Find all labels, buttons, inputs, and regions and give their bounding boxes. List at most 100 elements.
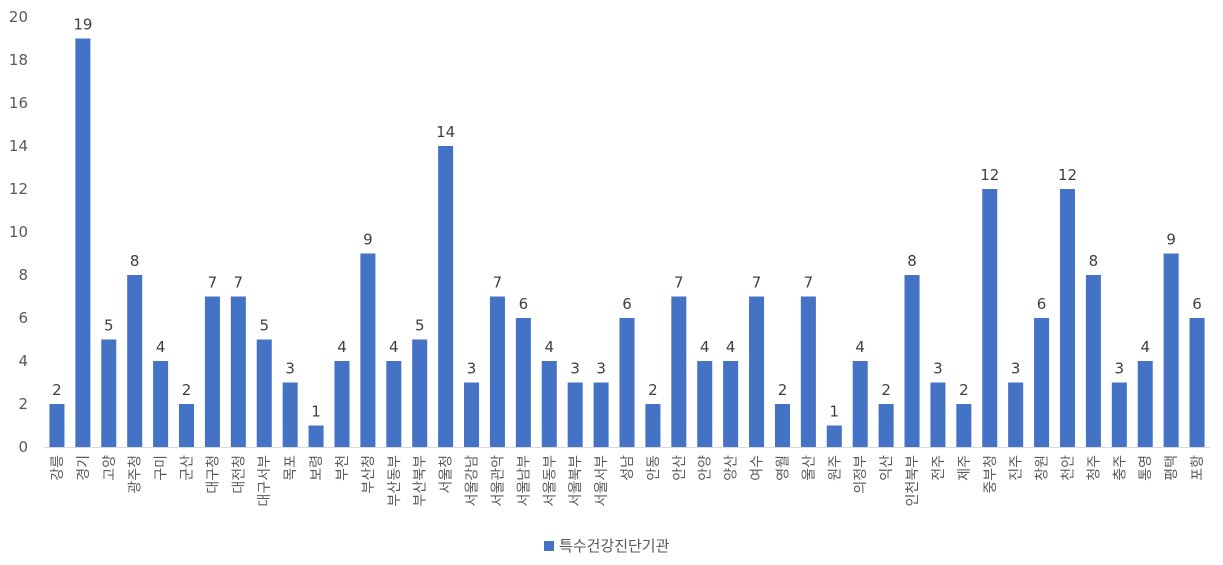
bar <box>464 382 480 447</box>
bar <box>774 404 790 447</box>
bar <box>1085 275 1101 447</box>
data-label: 7 <box>752 274 762 292</box>
y-tick-label: 12 <box>9 180 28 198</box>
data-label: 1 <box>311 403 321 421</box>
category-label: 진주 <box>1009 455 1025 481</box>
data-label: 8 <box>130 252 140 270</box>
bar <box>697 361 713 447</box>
data-label: 9 <box>363 231 373 249</box>
bar <box>878 404 894 447</box>
category-label: 대구청 <box>205 455 221 494</box>
bar <box>1111 382 1127 447</box>
bar <box>852 361 868 447</box>
category-label: 의정부 <box>853 455 869 494</box>
bar <box>334 361 350 447</box>
data-label: 12 <box>980 166 999 184</box>
data-label: 7 <box>674 274 684 292</box>
category-label: 대전청 <box>231 455 247 494</box>
data-label: 2 <box>778 381 788 399</box>
category-label: 안산 <box>672 455 688 481</box>
data-label: 4 <box>389 338 399 356</box>
category-label: 목포 <box>283 455 299 481</box>
data-label: 3 <box>1011 360 1021 378</box>
data-label: 5 <box>259 317 269 335</box>
legend: 특수건강진단기관 <box>544 537 670 555</box>
data-label: 2 <box>648 381 658 399</box>
y-tick-label: 2 <box>18 395 28 413</box>
bar <box>956 404 972 447</box>
data-label: 7 <box>234 274 244 292</box>
data-label: 7 <box>493 274 503 292</box>
category-label: 천안 <box>1060 455 1076 481</box>
category-label: 경기 <box>76 455 92 481</box>
category-label: 구미 <box>154 455 170 481</box>
bar <box>178 404 195 447</box>
category-label: 제주 <box>957 455 973 481</box>
bar <box>127 275 143 447</box>
data-label: 4 <box>337 338 347 356</box>
y-tick-label: 10 <box>9 223 28 241</box>
data-label: 1 <box>830 403 840 421</box>
data-label: 4 <box>855 338 865 356</box>
bar <box>230 296 246 447</box>
bar <box>386 361 402 447</box>
y-tick-label: 14 <box>9 137 28 155</box>
data-label: 2 <box>182 381 192 399</box>
bar <box>1059 189 1076 447</box>
data-label: 7 <box>804 274 814 292</box>
category-label: 군산 <box>180 455 196 481</box>
bar <box>671 296 687 447</box>
data-label: 12 <box>1058 166 1077 184</box>
bar <box>49 404 65 447</box>
category-label: 충주 <box>1112 455 1128 481</box>
category-label: 서울관악 <box>490 455 506 507</box>
category-label: 부산동부 <box>387 455 403 507</box>
bar <box>593 382 609 447</box>
category-label: 전주 <box>931 455 947 481</box>
bar <box>412 339 428 447</box>
bar <box>1008 382 1024 447</box>
bar <box>204 296 220 447</box>
y-tick-label: 0 <box>18 438 28 456</box>
data-label: 6 <box>519 295 529 313</box>
category-label: 서울북부 <box>568 455 584 507</box>
legend-label: 특수건강진단기관 <box>559 537 670 555</box>
data-label: 6 <box>622 295 632 313</box>
data-label: 3 <box>467 360 477 378</box>
bar <box>930 382 946 447</box>
y-tick-label: 18 <box>9 51 28 69</box>
data-label: 5 <box>415 317 425 335</box>
data-label: 4 <box>1140 338 1150 356</box>
data-label: 14 <box>436 123 455 141</box>
category-label: 청주 <box>1086 455 1102 481</box>
data-label: 5 <box>104 317 114 335</box>
bar <box>982 189 998 447</box>
data-label: 8 <box>907 252 917 270</box>
bar <box>904 275 920 447</box>
category-label: 광주청 <box>128 455 144 494</box>
bar <box>1163 253 1179 447</box>
category-label: 창원 <box>1035 455 1051 481</box>
data-label: 3 <box>933 360 943 378</box>
y-tick-label: 4 <box>18 352 28 370</box>
category-label: 평택 <box>1164 455 1180 481</box>
category-label: 인천북부 <box>905 455 921 507</box>
y-tick-label: 16 <box>9 94 28 112</box>
data-label: 4 <box>156 338 166 356</box>
bar <box>749 296 765 447</box>
category-label: 포항 <box>1190 455 1206 481</box>
category-label: 안양 <box>698 455 714 481</box>
category-label: 중부청 <box>983 455 999 494</box>
category-label: 원주 <box>827 455 843 481</box>
bar <box>1034 318 1050 447</box>
y-tick-label: 20 <box>9 8 28 26</box>
y-axis-ticks: 0 2 4 6 8 10 12 14 16 18 20 <box>9 8 28 456</box>
bar <box>515 318 531 447</box>
category-label: 고양 <box>102 455 118 481</box>
data-label: 8 <box>1089 252 1099 270</box>
category-labels: 강릉 경기 고양 광주청 구미 군산 대구청 대전청 대구서부 목포 보령 부천 부산청 부산동부 부산북부… <box>50 455 1206 507</box>
category-label: 서울동부 <box>542 455 558 507</box>
category-label: 보령 <box>309 455 325 481</box>
